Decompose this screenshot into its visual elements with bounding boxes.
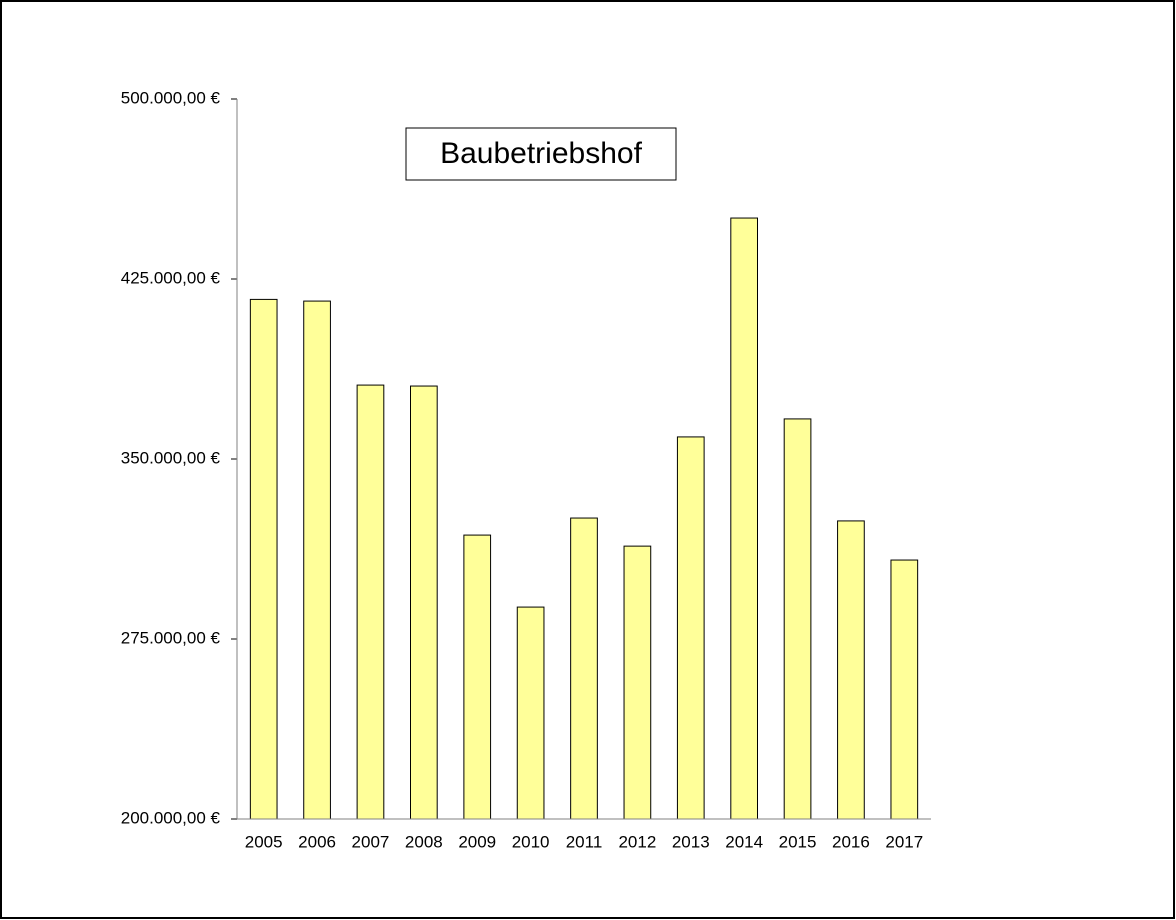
x-tick-label: 2009: [458, 832, 496, 851]
y-tick-label: 500.000,00 €: [121, 88, 221, 107]
x-tick-label: 2005: [245, 832, 283, 851]
bar: [249, 298, 278, 820]
x-tick-label: 2010: [512, 832, 550, 851]
bar: [890, 559, 919, 820]
bar: [356, 384, 385, 820]
x-tick-label: 2017: [885, 832, 923, 851]
y-tick-label: 200.000,00 €: [121, 808, 221, 827]
x-tick-label: 2013: [672, 832, 710, 851]
x-tick-label: 2015: [779, 832, 817, 851]
bar: [516, 606, 545, 820]
bar: [676, 436, 705, 820]
bar: [463, 534, 492, 820]
y-tick-label: 275.000,00 €: [121, 628, 221, 647]
x-tick-label: 2011: [566, 832, 603, 851]
x-tick-label: 2012: [618, 832, 656, 851]
x-tick-label: 2016: [832, 832, 870, 851]
x-tick-label: 2014: [725, 832, 763, 851]
bar: [730, 217, 758, 820]
x-tick-label: 2006: [298, 832, 336, 851]
y-tick-label: 425.000,00 €: [121, 268, 221, 287]
y-tick-label: 350.000,00 €: [121, 448, 221, 467]
bar: [623, 545, 652, 820]
bar: [837, 520, 865, 820]
chart-title: Baubetriebshof: [440, 137, 642, 170]
bar: [783, 418, 812, 820]
bar: [410, 385, 438, 820]
bar: [570, 517, 598, 820]
x-tick-label: 2008: [405, 832, 443, 851]
bar: [303, 300, 331, 820]
title-box: [405, 127, 677, 181]
x-tick-label: 2007: [352, 832, 390, 851]
